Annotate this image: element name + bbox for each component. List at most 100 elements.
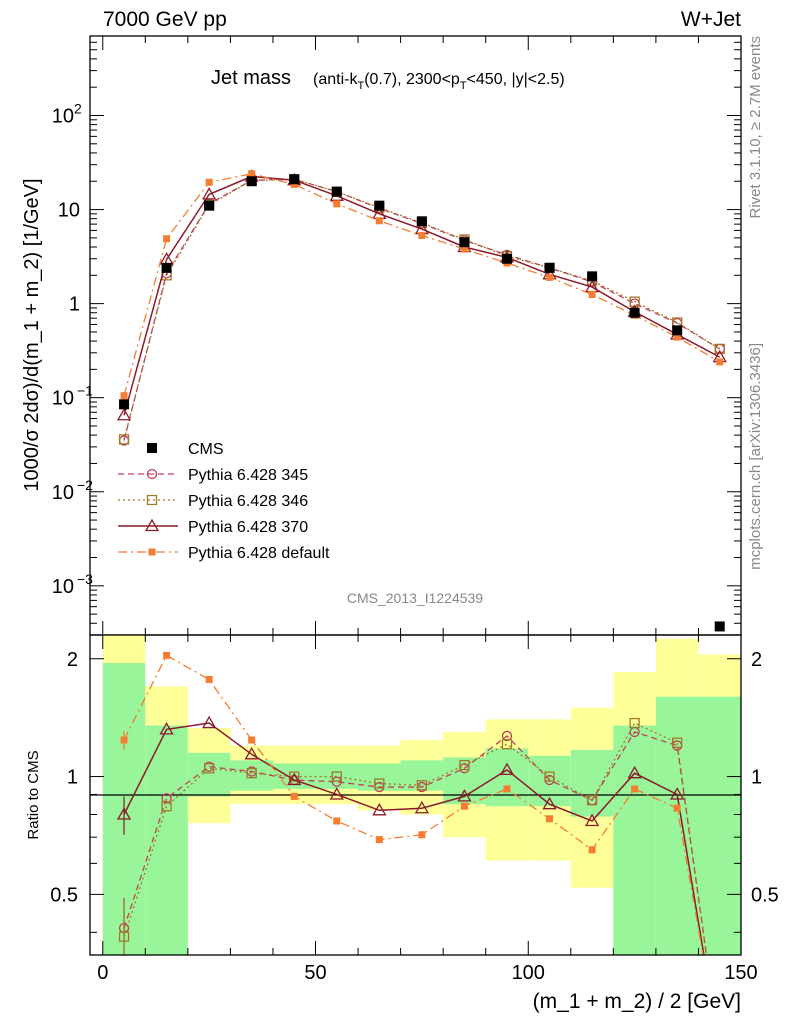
x-tick-label: 100 — [512, 962, 545, 984]
ratio-mc-point — [672, 737, 683, 748]
main-mc-point — [120, 392, 128, 400]
cms-data-point — [544, 262, 555, 273]
cms-data-point — [119, 399, 130, 410]
main-y-tick-label: 10 — [52, 576, 74, 598]
ratio-mc-point — [244, 746, 259, 760]
main-title-text: Jet mass — [211, 67, 291, 89]
ratio-series-pythia-6-428-370 — [116, 715, 705, 955]
legend-label: CMS — [188, 441, 224, 458]
main-mc-point — [588, 291, 596, 299]
ratio-mc-point — [372, 802, 387, 816]
ratio-mc-point — [333, 817, 341, 825]
main-mc-point — [205, 178, 213, 186]
inner-uncertainty-band — [570, 749, 614, 817]
ratio-y-tick-label-right: 1 — [751, 767, 762, 789]
cms-data-point — [161, 262, 172, 273]
mcplots-label: mcplots.cern.ch [arXiv:1306.3436] — [747, 343, 764, 570]
ratio-mc-line — [123, 722, 705, 955]
main-y-axis-label: 1000/σ 2dσ)/d(m_1 + m_2) [1/GeV] — [21, 178, 43, 491]
main-series-cms — [119, 174, 725, 632]
rivet-label: Rivet 3.1.10, ≥ 2.7M events — [747, 36, 764, 219]
main-series-group — [116, 169, 727, 632]
ratio-mc-point — [331, 771, 342, 782]
ratio-y-axis-label: Ratio to CMS — [25, 750, 42, 839]
main-y-tick-exponent: 2 — [74, 100, 82, 116]
main-mc-point — [418, 231, 426, 239]
main-y-tick-label: 1 — [69, 294, 80, 316]
ratio-mc-point — [246, 768, 257, 779]
main-mc-point — [546, 273, 554, 281]
ratio-mc-point — [248, 736, 256, 744]
ratio-mc-point — [459, 759, 470, 771]
x-tick-label: 50 — [304, 962, 326, 984]
ratio-mc-point — [586, 795, 598, 806]
main-y-tick-label: 10 — [58, 200, 80, 222]
ratio-axes: 0.5 0.5 1 1 2 2 0 50 100 150 — [50, 634, 779, 984]
cms-data-point — [714, 621, 725, 632]
x-tick-label: 150 — [724, 962, 757, 984]
inner-uncertainty-band — [358, 763, 401, 791]
main-mc-point — [248, 170, 256, 178]
ratio-plot-panel: 0.5 0.5 1 1 2 2 0 50 100 150 Ratio to CMS (m_1 + … — [25, 634, 779, 1013]
ratio-mc-point — [414, 800, 430, 814]
legend-entry: CMS — [147, 441, 224, 458]
main-mc-point — [116, 407, 132, 421]
ratio-y-tick-label-right: 0.5 — [751, 884, 779, 906]
inner-uncertainty-band — [315, 763, 359, 789]
ratio-mc-point — [499, 762, 515, 776]
inner-uncertainty-band — [655, 696, 699, 955]
main-mc-point — [716, 358, 724, 366]
ratio-mc-point — [546, 815, 554, 823]
ratio-mc-point — [118, 931, 130, 942]
cms-data-point — [672, 325, 683, 336]
cms-data-point — [331, 186, 342, 197]
ratio-mc-point — [161, 793, 172, 804]
main-mc-point — [290, 180, 298, 188]
cms-data-point — [204, 200, 215, 211]
legend-label: Pythia 6.428 default — [188, 545, 330, 562]
legend-marker — [147, 443, 157, 453]
ratio-y-tick-label-right: 2 — [751, 649, 762, 671]
ratio-mc-point — [460, 802, 468, 810]
cms-data-point — [587, 271, 598, 282]
ratio-y-tick-label-left: 0.5 — [50, 884, 78, 906]
ratio-mc-point — [503, 785, 511, 793]
legend-entry: Pythia 6.428 346 — [118, 493, 308, 510]
ratio-series-pythia-6-428-346 — [118, 717, 708, 955]
ratio-mc-point — [416, 780, 428, 791]
ratio-mc-point — [588, 846, 596, 854]
inner-uncertainty-band — [485, 748, 529, 807]
ratio-mc-point — [631, 785, 639, 793]
ratio-mc-point — [163, 651, 171, 659]
main-mc-point — [460, 245, 468, 253]
main-mc-point — [163, 235, 171, 243]
ratio-mc-point — [501, 739, 513, 750]
ratio-mc-point — [670, 787, 685, 800]
ratio-mc-point — [202, 715, 217, 729]
main-title: Jet mass (anti-kT(0.7), 2300<pT<450, |y|… — [211, 67, 565, 92]
ratio-mc-point — [544, 771, 555, 782]
ratio-mc-point — [418, 831, 426, 839]
main-y-tick-label: 10 — [52, 105, 74, 127]
x-axis-label: (m_1 + m_2) / 2 [GeV] — [533, 990, 741, 1013]
ratio-mc-point — [159, 722, 174, 735]
ratio-mc-point — [627, 765, 642, 779]
main-mc-point — [333, 200, 341, 208]
x-tick-label: 0 — [97, 962, 108, 984]
main-y-tick-label: 10 — [52, 482, 74, 504]
ratio-mc-point — [331, 776, 342, 787]
main-y-tick-exponent: −1 — [77, 383, 93, 399]
legend-label: Pythia 6.428 345 — [188, 467, 308, 484]
legend-label: Pythia 6.428 370 — [188, 519, 308, 536]
ratio-mc-point — [161, 801, 172, 812]
main-mc-point — [375, 217, 383, 225]
cms-data-point — [289, 174, 300, 185]
inner-uncertainty-band — [613, 725, 656, 955]
main-title-subtext: (anti-kT(0.7), 2300<pT<450, |y|<2.5) — [313, 71, 565, 92]
main-mc-point — [118, 434, 130, 445]
ratio-mc-point — [205, 676, 213, 684]
cms-data-point — [374, 200, 385, 211]
main-y-tick-exponent: −3 — [77, 571, 93, 587]
